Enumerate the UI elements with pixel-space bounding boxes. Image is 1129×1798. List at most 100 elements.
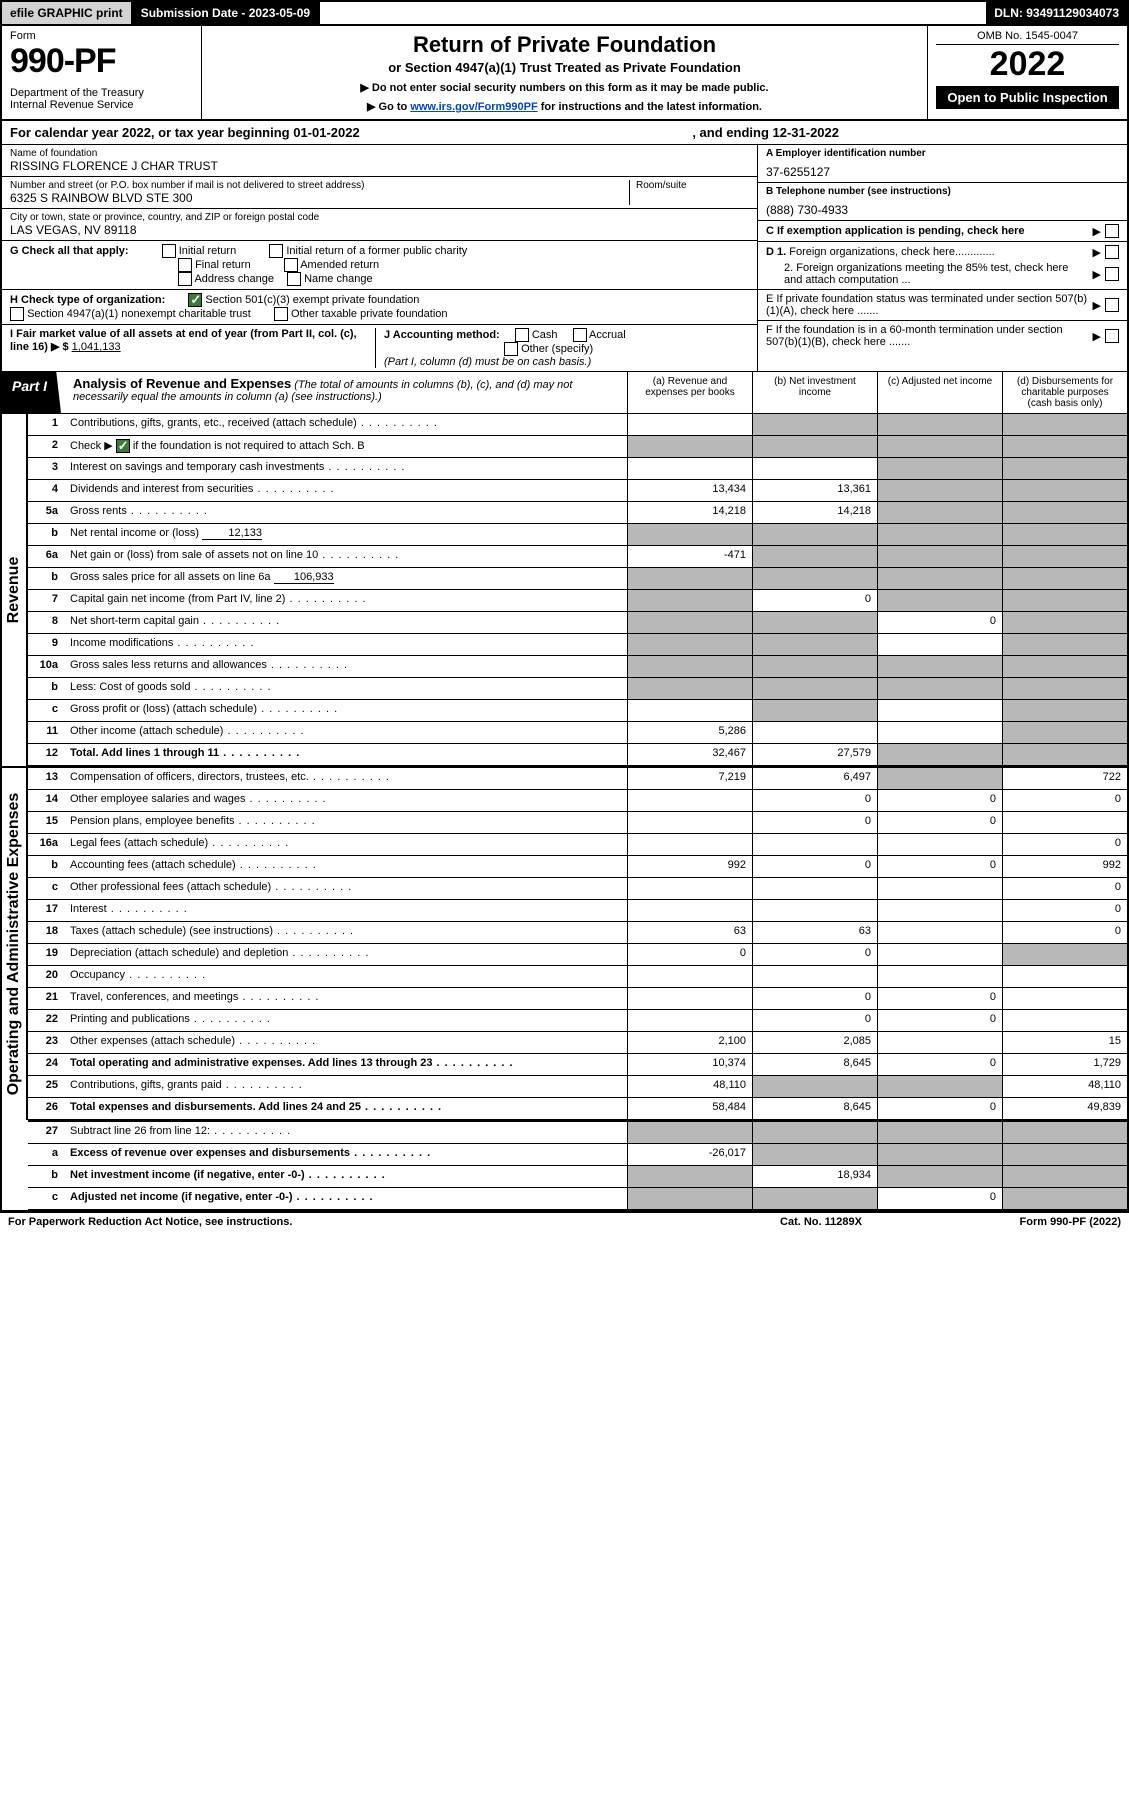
table-row: 1Contributions, gifts, grants, etc., rec… bbox=[28, 414, 1127, 436]
85pct-checkbox[interactable] bbox=[1105, 267, 1119, 281]
page-footer: For Paperwork Reduction Act Notice, see … bbox=[0, 1212, 1129, 1231]
phone-label: B Telephone number (see instructions) bbox=[766, 186, 1119, 197]
other-taxable-checkbox[interactable] bbox=[274, 307, 288, 321]
initial-former-checkbox[interactable] bbox=[269, 244, 283, 258]
instructions-link[interactable]: www.irs.gov/Form990PF bbox=[410, 101, 537, 113]
ein-value: 37-6255127 bbox=[766, 165, 1119, 179]
spacer bbox=[320, 2, 986, 24]
dept-label: Department of the Treasury Internal Reve… bbox=[10, 87, 193, 111]
table-row: 17Interest0 bbox=[28, 900, 1127, 922]
table-row: 10aGross sales less returns and allowanc… bbox=[28, 656, 1127, 678]
table-row: 18Taxes (attach schedule) (see instructi… bbox=[28, 922, 1127, 944]
table-row: 23Other expenses (attach schedule)2,1002… bbox=[28, 1032, 1127, 1054]
addr-label: Number and street (or P.O. box number if… bbox=[10, 180, 629, 191]
c-label: C If exemption application is pending, c… bbox=[766, 225, 1089, 237]
accrual-checkbox[interactable] bbox=[573, 328, 587, 342]
form-header: Form 990-PF Department of the Treasury I… bbox=[2, 26, 1127, 121]
efile-print-button[interactable]: efile GRAPHIC print bbox=[2, 2, 133, 24]
table-row: cAdjusted net income (if negative, enter… bbox=[28, 1188, 1127, 1210]
topbar: efile GRAPHIC print Submission Date - 20… bbox=[2, 2, 1127, 26]
g-o3: Final return bbox=[195, 259, 251, 271]
form-note-2: ▶ Go to www.irs.gov/Form990PF for instru… bbox=[208, 100, 921, 113]
table-row: bNet investment income (if negative, ent… bbox=[28, 1166, 1127, 1188]
table-row: 19Depreciation (attach schedule) and dep… bbox=[28, 944, 1127, 966]
table-row: 15Pension plans, employee benefits00 bbox=[28, 812, 1127, 834]
bottom-rows: 27Subtract line 26 from line 12:aExcess … bbox=[28, 1120, 1127, 1210]
goto-prefix: ▶ Go to bbox=[367, 101, 410, 113]
table-row: 14Other employee salaries and wages000 bbox=[28, 790, 1127, 812]
addr-value: 6325 S RAINBOW BLVD STE 300 bbox=[10, 191, 629, 205]
h-o3: Other taxable private foundation bbox=[291, 308, 448, 320]
table-row: 6aNet gain or (loss) from sale of assets… bbox=[28, 546, 1127, 568]
amended-return-checkbox[interactable] bbox=[284, 258, 298, 272]
terminated-checkbox[interactable] bbox=[1105, 298, 1119, 312]
cat-number: Cat. No. 11289X bbox=[721, 1216, 921, 1228]
form-ref: Form 990-PF (2022) bbox=[921, 1216, 1121, 1228]
foreign-org-checkbox[interactable] bbox=[1105, 245, 1119, 259]
form-title: Return of Private Foundation bbox=[208, 32, 921, 58]
info-grid: Name of foundation RISSING FLORENCE J CH… bbox=[2, 145, 1127, 372]
form-subtitle: or Section 4947(a)(1) Trust Treated as P… bbox=[208, 60, 921, 75]
phone-value: (888) 730-4933 bbox=[766, 203, 1119, 217]
table-row: bLess: Cost of goods sold bbox=[28, 678, 1127, 700]
table-row: 13Compensation of officers, directors, t… bbox=[28, 768, 1127, 790]
h-o2: Section 4947(a)(1) nonexempt charitable … bbox=[27, 308, 251, 320]
501c3-checkbox[interactable] bbox=[188, 293, 202, 307]
table-row: 27Subtract line 26 from line 12: bbox=[28, 1122, 1127, 1144]
other-method-checkbox[interactable] bbox=[504, 342, 518, 356]
exemption-pending-checkbox[interactable] bbox=[1105, 224, 1119, 238]
table-row: cGross profit or (loss) (attach schedule… bbox=[28, 700, 1127, 722]
part1-label: Part I bbox=[2, 372, 61, 413]
initial-return-checkbox[interactable] bbox=[162, 244, 176, 258]
col-b-header: (b) Net investment income bbox=[752, 372, 877, 413]
form-word: Form bbox=[10, 30, 193, 42]
form-container: efile GRAPHIC print Submission Date - 20… bbox=[0, 0, 1129, 1212]
j-o2: Accrual bbox=[589, 329, 626, 341]
paperwork-notice: For Paperwork Reduction Act Notice, see … bbox=[8, 1216, 721, 1228]
4947-checkbox[interactable] bbox=[10, 307, 24, 321]
form-note-1: ▶ Do not enter social security numbers o… bbox=[208, 81, 921, 94]
table-row: 2Check ▶ if the foundation is not requir… bbox=[28, 436, 1127, 458]
table-row: 21Travel, conferences, and meetings00 bbox=[28, 988, 1127, 1010]
table-row: 4Dividends and interest from securities1… bbox=[28, 480, 1127, 502]
f-label: F If the foundation is in a 60-month ter… bbox=[766, 324, 1089, 348]
address-change-checkbox[interactable] bbox=[178, 272, 192, 286]
dln-label: DLN: 93491129034073 bbox=[986, 2, 1127, 24]
table-row: aExcess of revenue over expenses and dis… bbox=[28, 1144, 1127, 1166]
table-row: 16aLegal fees (attach schedule)0 bbox=[28, 834, 1127, 856]
expenses-label: Operating and Administrative Expenses bbox=[5, 793, 23, 1096]
phone-cell: B Telephone number (see instructions) (8… bbox=[758, 183, 1127, 221]
table-row: 8Net short-term capital gain0 bbox=[28, 612, 1127, 634]
i-label: I Fair market value of all assets at end… bbox=[10, 328, 357, 353]
cal-begin: For calendar year 2022, or tax year begi… bbox=[10, 125, 360, 140]
expenses-section: Operating and Administrative Expenses 13… bbox=[2, 766, 1127, 1120]
city-value: LAS VEGAS, NV 89118 bbox=[10, 223, 749, 237]
foundation-name: RISSING FLORENCE J CHAR TRUST bbox=[10, 159, 749, 173]
address-cell: Number and street (or P.O. box number if… bbox=[2, 177, 757, 209]
schb-checkbox[interactable] bbox=[116, 439, 130, 453]
name-change-checkbox[interactable] bbox=[287, 272, 301, 286]
name-label: Name of foundation bbox=[10, 148, 749, 159]
goto-suffix: for instructions and the latest informat… bbox=[538, 101, 762, 113]
final-return-checkbox[interactable] bbox=[178, 258, 192, 272]
form-number: 990-PF bbox=[10, 42, 193, 81]
j-o3: Other (specify) bbox=[521, 343, 593, 355]
60month-checkbox[interactable] bbox=[1105, 329, 1119, 343]
j-label: J Accounting method: bbox=[384, 329, 500, 341]
cash-checkbox[interactable] bbox=[515, 328, 529, 342]
h-label: H Check type of organization: bbox=[10, 294, 165, 306]
g-o1: Initial return bbox=[179, 245, 236, 257]
omb-number: OMB No. 1545-0047 bbox=[936, 30, 1119, 45]
table-row: 7Capital gain net income (from Part IV, … bbox=[28, 590, 1127, 612]
part1-header: Part I Analysis of Revenue and Expenses … bbox=[2, 372, 1127, 414]
g-o4: Amended return bbox=[300, 259, 379, 271]
foundation-name-cell: Name of foundation RISSING FLORENCE J CH… bbox=[2, 145, 757, 177]
calendar-year-row: For calendar year 2022, or tax year begi… bbox=[2, 121, 1127, 145]
col-c-header: (c) Adjusted net income bbox=[877, 372, 1002, 413]
table-row: 11Other income (attach schedule)5,286 bbox=[28, 722, 1127, 744]
g-o5: Address change bbox=[194, 273, 274, 285]
revenue-label: Revenue bbox=[5, 557, 23, 624]
table-row: 26Total expenses and disbursements. Add … bbox=[28, 1098, 1127, 1120]
table-row: 20Occupancy bbox=[28, 966, 1127, 988]
c-cell: C If exemption application is pending, c… bbox=[758, 221, 1127, 242]
